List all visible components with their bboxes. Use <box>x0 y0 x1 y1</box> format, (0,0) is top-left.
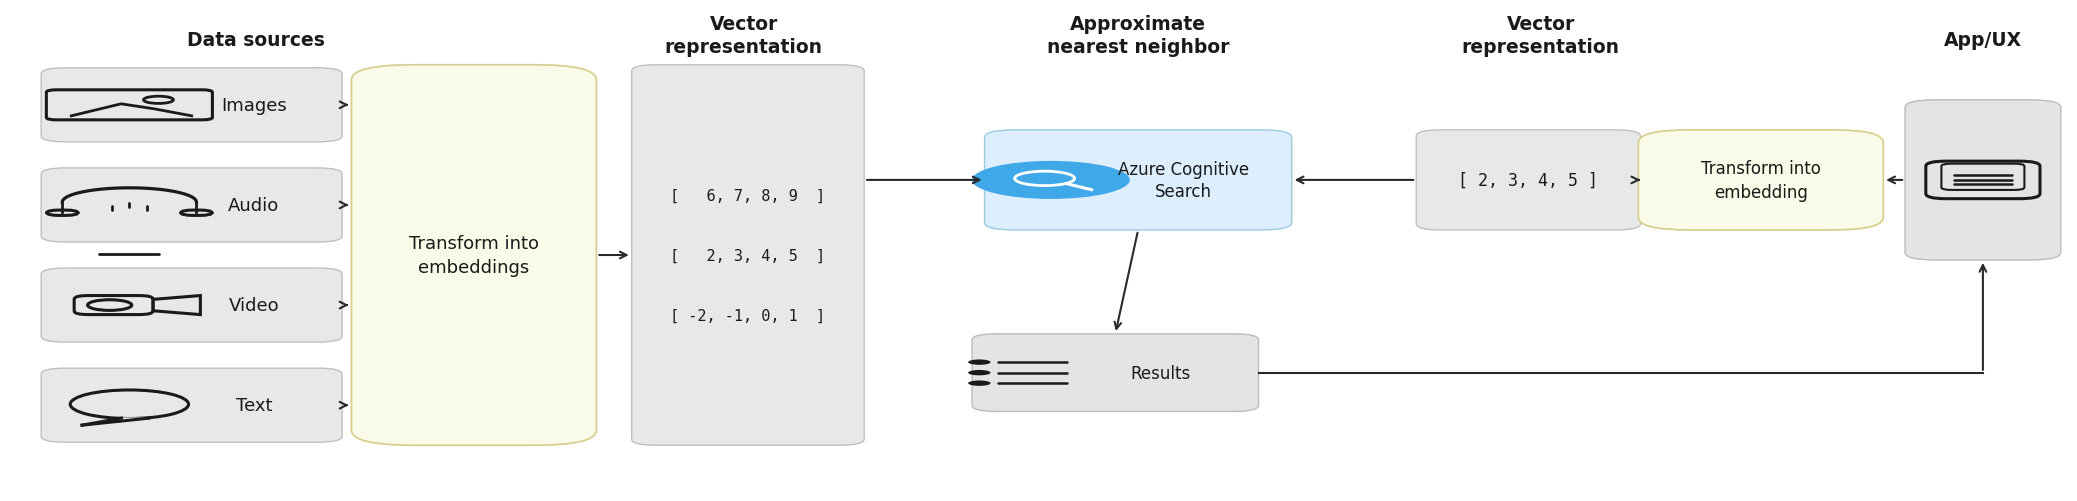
Text: [ 2, 3, 4, 5 ]: [ 2, 3, 4, 5 ] <box>1458 171 1599 189</box>
Circle shape <box>972 161 1130 199</box>
FancyBboxPatch shape <box>972 334 1259 412</box>
Text: Azure Cognitive
Search: Azure Cognitive Search <box>1117 160 1250 200</box>
FancyBboxPatch shape <box>42 168 343 242</box>
Circle shape <box>968 360 991 365</box>
Text: Transform into
embedding: Transform into embedding <box>1701 160 1822 201</box>
FancyBboxPatch shape <box>351 66 596 445</box>
Text: Vector
representation: Vector representation <box>665 15 822 57</box>
FancyBboxPatch shape <box>42 368 343 442</box>
FancyBboxPatch shape <box>1417 131 1641 230</box>
Text: Video: Video <box>228 297 278 315</box>
FancyBboxPatch shape <box>984 131 1292 230</box>
Text: Text: Text <box>235 396 272 414</box>
Text: [ -2, -1, 0, 1  ]: [ -2, -1, 0, 1 ] <box>671 308 825 323</box>
FancyBboxPatch shape <box>1639 131 1884 230</box>
Text: App/UX: App/UX <box>1944 31 2023 50</box>
Text: Transform into
embeddings: Transform into embeddings <box>409 235 538 276</box>
Text: [   2, 3, 4, 5  ]: [ 2, 3, 4, 5 ] <box>671 248 825 263</box>
Text: Approximate
nearest neighbor: Approximate nearest neighbor <box>1047 15 1230 57</box>
Text: [   6, 7, 8, 9  ]: [ 6, 7, 8, 9 ] <box>671 188 825 203</box>
FancyBboxPatch shape <box>1905 101 2060 261</box>
FancyBboxPatch shape <box>42 269 343 342</box>
Circle shape <box>968 381 991 386</box>
Text: Data sources: Data sources <box>187 31 326 50</box>
FancyBboxPatch shape <box>42 69 343 143</box>
Text: Audio: Audio <box>228 196 280 214</box>
Text: Vector
representation: Vector representation <box>1462 15 1620 57</box>
FancyBboxPatch shape <box>631 66 864 445</box>
Circle shape <box>968 370 991 376</box>
Text: Images: Images <box>220 97 287 115</box>
Text: Results: Results <box>1130 364 1190 382</box>
Polygon shape <box>83 418 150 425</box>
